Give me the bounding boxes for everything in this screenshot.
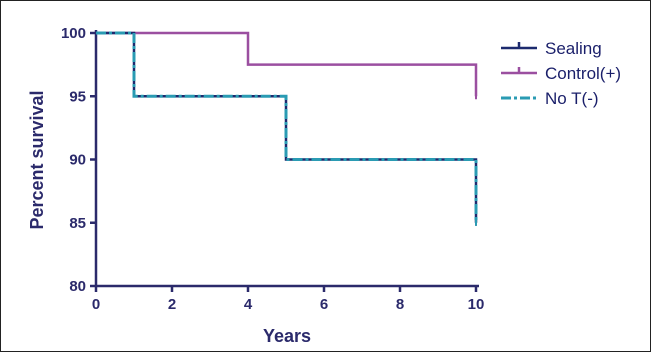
legend-label: Sealing bbox=[545, 39, 602, 58]
legend-item-control: Control(+) bbox=[501, 64, 621, 83]
legend: Sealing Control(+) No T(-) bbox=[501, 39, 621, 108]
x-tick-label: 8 bbox=[396, 296, 404, 313]
y-tick-label: 80 bbox=[69, 278, 86, 295]
series-line-sealing bbox=[96, 31, 478, 223]
series-layer bbox=[96, 31, 478, 226]
legend-item-sealing: Sealing bbox=[501, 39, 602, 58]
x-tick-label: 6 bbox=[320, 296, 328, 313]
series-line-control bbox=[96, 31, 478, 97]
y-axis-label: Percent survival bbox=[27, 90, 47, 229]
x-tick-label: 10 bbox=[468, 296, 485, 313]
series-line-no-t bbox=[96, 31, 478, 223]
y-tick-label: 100 bbox=[61, 25, 86, 42]
legend-label: No T(-) bbox=[545, 89, 599, 108]
axes: 80 85 90 95 100 0 2 4 6 8 10 bbox=[61, 25, 484, 313]
x-tick-label: 2 bbox=[168, 296, 176, 313]
y-tick-label: 85 bbox=[69, 215, 86, 232]
x-axis-label: Years bbox=[263, 326, 311, 346]
y-tick-label: 95 bbox=[69, 88, 86, 105]
y-tick-label: 90 bbox=[69, 152, 86, 169]
x-tick-label: 0 bbox=[92, 296, 100, 313]
x-tick-label: 4 bbox=[244, 296, 253, 313]
legend-item-no-t: No T(-) bbox=[501, 89, 599, 108]
legend-label: Control(+) bbox=[545, 64, 621, 83]
